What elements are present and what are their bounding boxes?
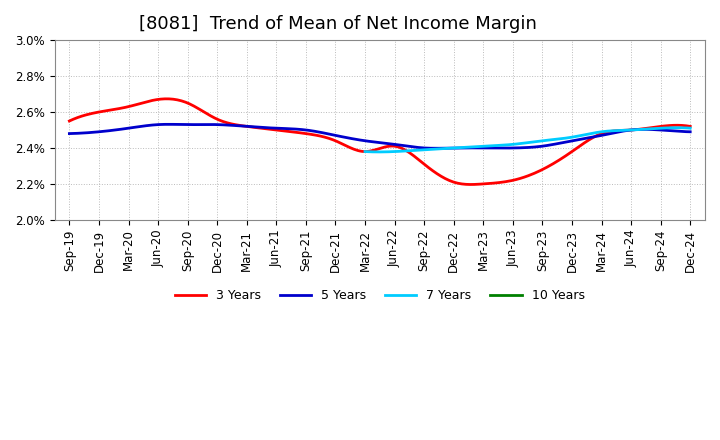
Legend: 3 Years, 5 Years, 7 Years, 10 Years: 3 Years, 5 Years, 7 Years, 10 Years [170, 284, 590, 307]
Text: [8081]  Trend of Mean of Net Income Margin: [8081] Trend of Mean of Net Income Margi… [139, 15, 537, 33]
